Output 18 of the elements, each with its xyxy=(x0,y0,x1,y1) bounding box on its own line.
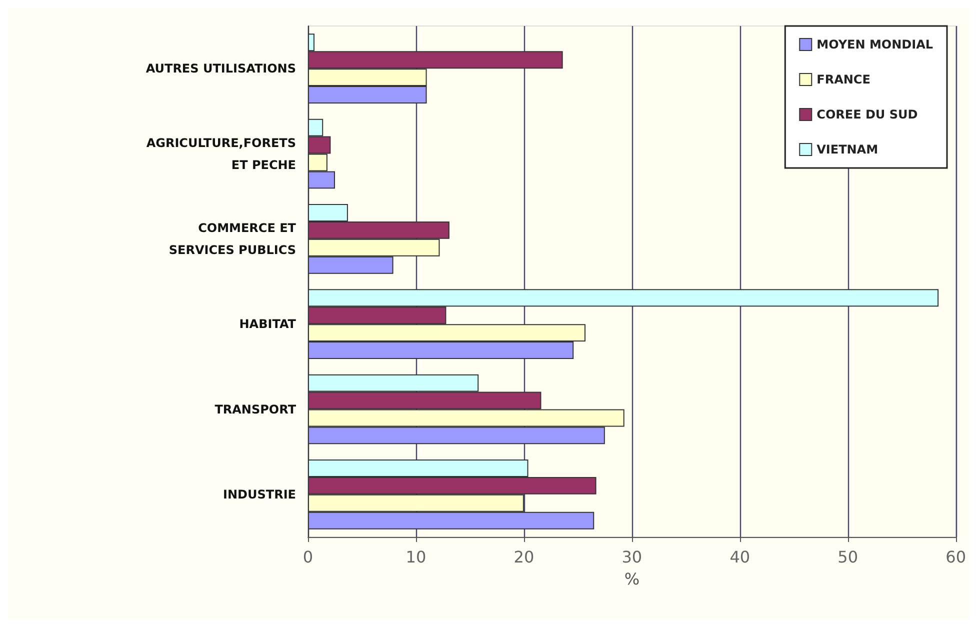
legend-label: MOYEN MONDIAL xyxy=(816,38,934,52)
x-tick-label: 40 xyxy=(730,548,750,566)
y-tick-label: AGRICULTURE,FORETS ET PECHE xyxy=(146,136,296,172)
y-tick-label: TRANSPORT xyxy=(214,402,297,416)
x-tick-label: 20 xyxy=(514,548,534,566)
y-tick-label: AUTRES UTILISATIONS xyxy=(146,62,296,76)
x-tick-label: 60 xyxy=(946,548,966,566)
legend-label: COREE DU SUD xyxy=(816,108,918,122)
y-tick-label: INDUSTRIE xyxy=(223,487,296,502)
legend-label: FRANCE xyxy=(816,72,870,86)
x-tick-label: 50 xyxy=(838,548,858,566)
x-tick-label: 0 xyxy=(302,548,314,566)
legend-label: VIETNAM xyxy=(816,142,878,156)
y-tick-label: COMMERCE ET SERVICES PUBLICS xyxy=(168,220,297,257)
x-tick-label: 30 xyxy=(622,548,642,566)
x-tick-label: 10 xyxy=(406,548,426,566)
x-axis-title: % xyxy=(624,570,640,588)
y-tick-label: HABITAT xyxy=(239,317,297,332)
